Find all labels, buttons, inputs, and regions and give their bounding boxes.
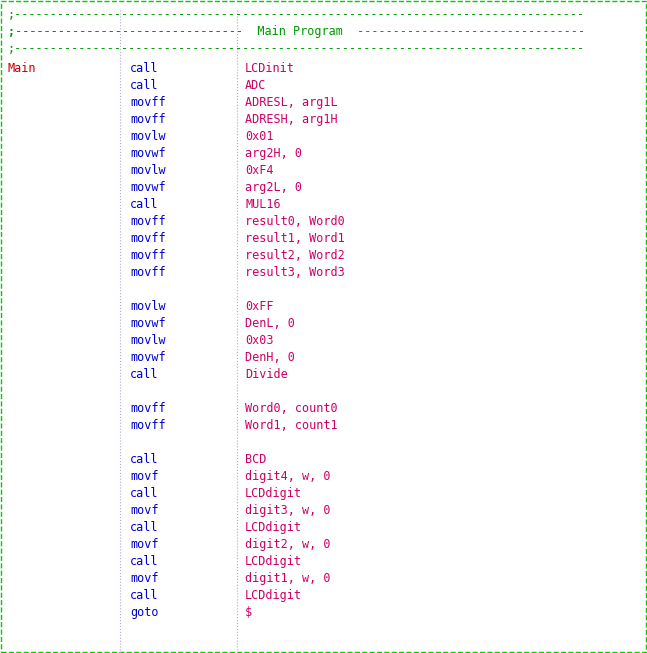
- Text: movlw: movlw: [130, 334, 166, 347]
- Text: Main: Main: [8, 62, 36, 75]
- Text: call: call: [130, 62, 159, 75]
- Text: result0, Word0: result0, Word0: [245, 215, 345, 228]
- Text: movwf: movwf: [130, 147, 166, 160]
- Text: call: call: [130, 589, 159, 602]
- Text: movwf: movwf: [130, 317, 166, 330]
- Text: movf: movf: [130, 470, 159, 483]
- Text: call: call: [130, 453, 159, 466]
- Text: digit3, w, 0: digit3, w, 0: [245, 504, 331, 517]
- Text: 0x03: 0x03: [245, 334, 274, 347]
- Text: movff: movff: [130, 419, 166, 432]
- Text: call: call: [130, 521, 159, 534]
- Text: ;-------------------------------------------------------------------------------: ;---------------------------------------…: [8, 42, 585, 55]
- Text: movwf: movwf: [130, 351, 166, 364]
- Text: movlw: movlw: [130, 164, 166, 177]
- Text: call: call: [130, 79, 159, 92]
- Text: digit1, w, 0: digit1, w, 0: [245, 572, 331, 585]
- Text: LCDdigit: LCDdigit: [245, 521, 302, 534]
- Text: movff: movff: [130, 249, 166, 262]
- Text: movff: movff: [130, 266, 166, 279]
- Text: digit2, w, 0: digit2, w, 0: [245, 538, 331, 551]
- Text: movff: movff: [130, 402, 166, 415]
- Text: movff: movff: [130, 232, 166, 245]
- Text: result1, Word1: result1, Word1: [245, 232, 345, 245]
- Text: result3, Word3: result3, Word3: [245, 266, 345, 279]
- Text: arg2L, 0: arg2L, 0: [245, 181, 302, 194]
- Text: movlw: movlw: [130, 130, 166, 143]
- Text: LCDdigit: LCDdigit: [245, 555, 302, 568]
- Text: Word0, count0: Word0, count0: [245, 402, 338, 415]
- Text: call: call: [130, 198, 159, 211]
- Text: DenL, 0: DenL, 0: [245, 317, 295, 330]
- Text: ADC: ADC: [245, 79, 267, 92]
- Text: $: $: [245, 606, 252, 619]
- Text: 0xF4: 0xF4: [245, 164, 274, 177]
- Text: 0x01: 0x01: [245, 130, 274, 143]
- Text: movff: movff: [130, 96, 166, 109]
- Text: DenH, 0: DenH, 0: [245, 351, 295, 364]
- Text: ADRESH, arg1H: ADRESH, arg1H: [245, 113, 338, 126]
- Text: ;--------------------------------  Main Program  -------------------------------: ;-------------------------------- Main P…: [8, 25, 585, 38]
- Text: Divide: Divide: [245, 368, 288, 381]
- Text: movwf: movwf: [130, 181, 166, 194]
- Text: result2, Word2: result2, Word2: [245, 249, 345, 262]
- Text: movf: movf: [130, 572, 159, 585]
- Text: 0xFF: 0xFF: [245, 300, 274, 313]
- Text: ;-------------------------------------------------------------------------------: ;---------------------------------------…: [8, 8, 585, 21]
- Text: LCDdigit: LCDdigit: [245, 589, 302, 602]
- Text: digit4, w, 0: digit4, w, 0: [245, 470, 331, 483]
- Text: movff: movff: [130, 113, 166, 126]
- Text: LCDdigit: LCDdigit: [245, 487, 302, 500]
- Text: arg2H, 0: arg2H, 0: [245, 147, 302, 160]
- Text: Word1, count1: Word1, count1: [245, 419, 338, 432]
- Text: LCDinit: LCDinit: [245, 62, 295, 75]
- Text: call: call: [130, 555, 159, 568]
- Text: call: call: [130, 487, 159, 500]
- Text: movff: movff: [130, 215, 166, 228]
- Text: ;--------------------------------: ;--------------------------------: [8, 25, 258, 38]
- Text: MUL16: MUL16: [245, 198, 281, 211]
- Text: ADRESL, arg1L: ADRESL, arg1L: [245, 96, 338, 109]
- Text: movlw: movlw: [130, 300, 166, 313]
- Text: call: call: [130, 368, 159, 381]
- Text: movf: movf: [130, 504, 159, 517]
- Text: BCD: BCD: [245, 453, 267, 466]
- Text: movf: movf: [130, 538, 159, 551]
- Text: goto: goto: [130, 606, 159, 619]
